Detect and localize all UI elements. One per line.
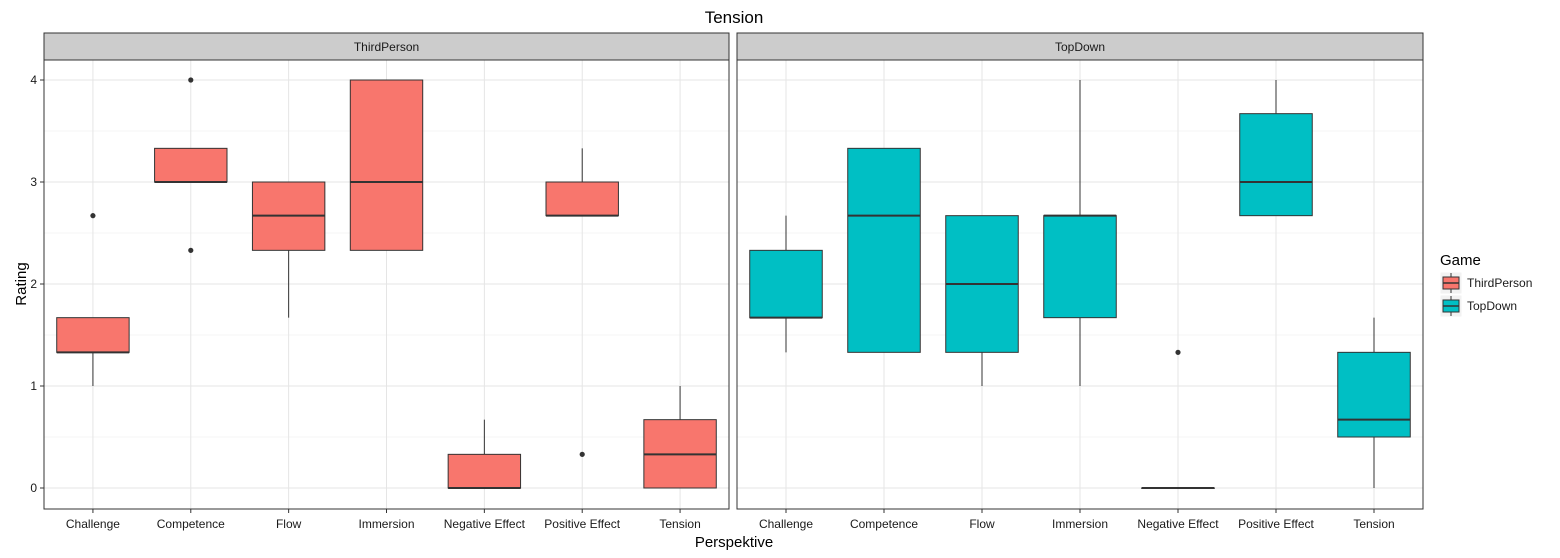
y-tick-label: 4 bbox=[30, 73, 37, 87]
box-positive-effect bbox=[545, 148, 619, 457]
x-tick-label: Immersion bbox=[358, 517, 414, 531]
box-competence bbox=[154, 77, 228, 253]
box-iqr bbox=[56, 317, 130, 353]
x-tick-label: Challenge bbox=[66, 517, 120, 531]
x-tick-label: Flow bbox=[276, 517, 302, 531]
box-iqr bbox=[1337, 351, 1411, 438]
box-iqr bbox=[154, 147, 228, 183]
box-competence bbox=[847, 147, 921, 353]
facet-strip bbox=[43, 32, 730, 61]
y-axis-label: Rating bbox=[13, 262, 30, 305]
x-tick-label: Negative Effect bbox=[1137, 517, 1219, 531]
x-tick-label: Tension bbox=[1353, 517, 1394, 531]
y-tick-label: 3 bbox=[30, 175, 37, 189]
box-positive-effect bbox=[1239, 80, 1313, 217]
box-iqr bbox=[349, 79, 424, 251]
facets-layer: ThirdPerson Challenge Competence Flow Immers… bbox=[30, 32, 1424, 531]
facet-strip-label: ThirdPerson bbox=[354, 40, 419, 54]
chart-title: Tension bbox=[705, 8, 764, 27]
x-tick-label: Positive Effect bbox=[1238, 517, 1314, 531]
outlier-point bbox=[579, 451, 585, 457]
box-immersion bbox=[1043, 80, 1117, 386]
x-tick-label: Competence bbox=[850, 517, 918, 531]
x-tick-label: Negative Effect bbox=[444, 517, 526, 531]
outlier-point bbox=[188, 247, 194, 253]
y-tick-label: 0 bbox=[30, 481, 37, 495]
box-immersion bbox=[349, 79, 424, 251]
box-iqr bbox=[847, 147, 921, 353]
facet-panel-1: TopDown Challenge Competence Flow Immersion N… bbox=[736, 32, 1424, 531]
x-tick-label: Immersion bbox=[1052, 517, 1108, 531]
outlier-point bbox=[90, 213, 96, 219]
legend-entry-thirdperson: ThirdPerson bbox=[1439, 271, 1532, 295]
legend-title: Game bbox=[1440, 252, 1481, 269]
legend-entry-topdown: TopDown bbox=[1439, 294, 1517, 318]
legend-label: TopDown bbox=[1467, 299, 1517, 313]
box-iqr bbox=[1043, 215, 1117, 319]
y-tick-label: 2 bbox=[30, 277, 37, 291]
facet-panel-0: ThirdPerson Challenge Competence Flow Immers… bbox=[30, 32, 730, 531]
legend: Game ThirdPerson TopDown bbox=[1439, 252, 1532, 318]
box-tension bbox=[1337, 317, 1411, 488]
legend-label: ThirdPerson bbox=[1467, 276, 1532, 290]
box-flow bbox=[251, 181, 326, 318]
box-tension bbox=[643, 386, 717, 489]
box-challenge bbox=[56, 213, 130, 386]
box-challenge bbox=[749, 215, 823, 353]
box-flow bbox=[945, 215, 1019, 386]
box-iqr bbox=[447, 453, 522, 489]
x-tick-label: Tension bbox=[659, 517, 700, 531]
x-tick-label: Competence bbox=[157, 517, 225, 531]
facet-strip bbox=[736, 32, 1424, 61]
outlier-point bbox=[188, 77, 194, 83]
box-negative-effect bbox=[447, 419, 522, 489]
outlier-point bbox=[1175, 349, 1181, 355]
x-axis-label: Perspektive bbox=[695, 534, 773, 551]
box-negative-effect bbox=[1141, 349, 1215, 489]
box-iqr bbox=[749, 249, 823, 319]
box-iqr bbox=[545, 181, 619, 217]
x-tick-label: Challenge bbox=[759, 517, 813, 531]
x-tick-label: Positive Effect bbox=[544, 517, 620, 531]
y-tick-label: 1 bbox=[30, 379, 37, 393]
facet-strip-label: TopDown bbox=[1055, 40, 1105, 54]
box-iqr bbox=[1239, 113, 1313, 217]
x-tick-label: Flow bbox=[969, 517, 995, 531]
